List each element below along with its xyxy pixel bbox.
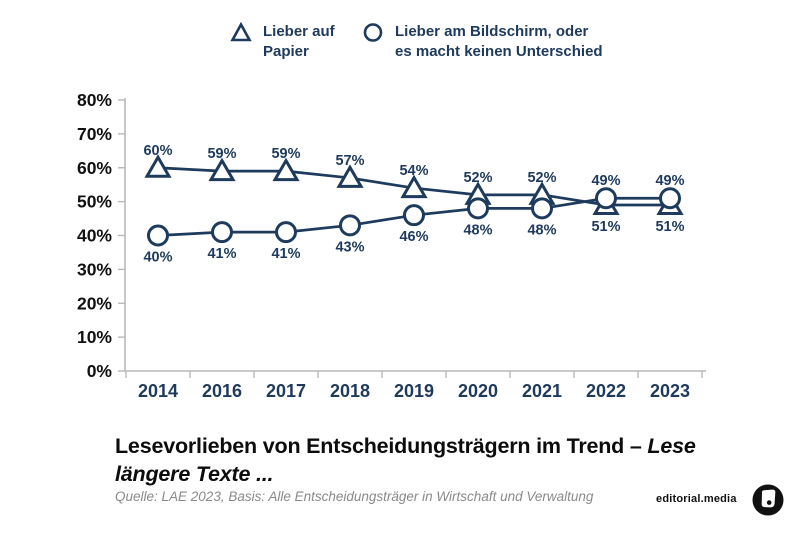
y-axis-tick-label: 70% — [77, 124, 112, 144]
data-point-marker-triangle — [144, 154, 172, 178]
data-label: 60% — [143, 143, 172, 159]
x-axis-tick-label: 2020 — [458, 381, 498, 401]
data-point-marker-circle — [275, 221, 297, 244]
data-label: 41% — [207, 246, 236, 262]
data-label: 51% — [591, 219, 620, 235]
data-point-marker-triangle — [272, 157, 300, 182]
y-axis-tick-label: 80% — [77, 90, 112, 110]
data-label: 48% — [527, 222, 556, 238]
data-label: 43% — [335, 239, 364, 255]
y-axis-tick-label: 30% — [77, 259, 112, 279]
x-axis-tick-label: 2017 — [266, 381, 306, 401]
triangle-marker-icon — [230, 22, 252, 42]
data-point-marker-triangle — [208, 157, 236, 182]
data-label: 40% — [143, 250, 172, 266]
data-label: 59% — [271, 146, 300, 162]
legend-item-paper: Lieber auf Papier — [230, 22, 335, 62]
data-label: 57% — [335, 153, 364, 169]
data-label: 49% — [655, 173, 684, 189]
x-axis-tick-label: 2022 — [586, 381, 626, 401]
y-axis-tick-label: 60% — [77, 158, 112, 178]
circle-marker-icon — [363, 23, 383, 42]
x-axis-tick-label: 2021 — [522, 381, 562, 401]
chart-title-line2: längere Texte ... — [115, 462, 274, 486]
data-point-marker-circle — [211, 221, 233, 244]
data-point-marker-circle — [659, 187, 681, 210]
data-point-marker-circle — [403, 204, 425, 227]
y-axis-tick-label: 0% — [87, 361, 113, 381]
x-axis-tick-label: 2018 — [330, 381, 370, 401]
data-point-marker-circle — [531, 197, 553, 220]
legend-label-screen: Lieber am Bildschirm, oder es macht kein… — [395, 23, 603, 60]
brand-name: editorial.media — [656, 493, 737, 505]
data-label: 52% — [463, 170, 492, 186]
x-axis-tick-label: 2023 — [650, 381, 690, 401]
data-label: 49% — [591, 173, 620, 189]
x-axis-tick-label: 2016 — [202, 381, 242, 401]
data-label: 51% — [655, 219, 684, 235]
data-point-marker-circle — [467, 197, 489, 220]
line-chart: 0% 10% 20% 30% 40% 50% 60% 70% 80% 2014 2016 2017 20… — [77, 90, 706, 401]
legend-item-screen: Lieber am Bildschirm, oder es macht kein… — [362, 22, 603, 62]
source-note: Quelle: LAE 2023, Basis: Alle Entscheidu… — [115, 489, 594, 504]
data-label: 54% — [399, 163, 428, 179]
brand-logo-icon — [752, 484, 784, 516]
data-point-marker-circle — [147, 224, 169, 247]
chart-title-line1: Lesevorlieben von Entscheidungsträgern i… — [115, 434, 696, 458]
data-label: 46% — [399, 229, 428, 245]
data-label: 48% — [463, 222, 492, 238]
x-axis-tick-label: 2019 — [394, 381, 434, 401]
data-label: 59% — [207, 146, 236, 162]
legend-label-paper: Lieber auf Papier — [263, 23, 335, 60]
data-point-marker-triangle — [336, 164, 364, 188]
data-point-marker-circle — [595, 187, 617, 210]
data-point-marker-triangle — [400, 174, 428, 199]
y-axis-tick-label: 40% — [77, 226, 112, 246]
data-label: 41% — [271, 246, 300, 262]
chart-title: Lesevorlieben von Entscheidungsträgern i… — [115, 432, 745, 488]
y-axis-tick-label: 20% — [77, 293, 112, 313]
y-axis-tick-label: 10% — [77, 327, 112, 347]
data-point-marker-circle — [339, 214, 361, 237]
x-axis-tick-label: 2014 — [138, 381, 178, 401]
y-axis-tick-label: 50% — [77, 192, 112, 212]
data-label: 52% — [527, 170, 556, 186]
